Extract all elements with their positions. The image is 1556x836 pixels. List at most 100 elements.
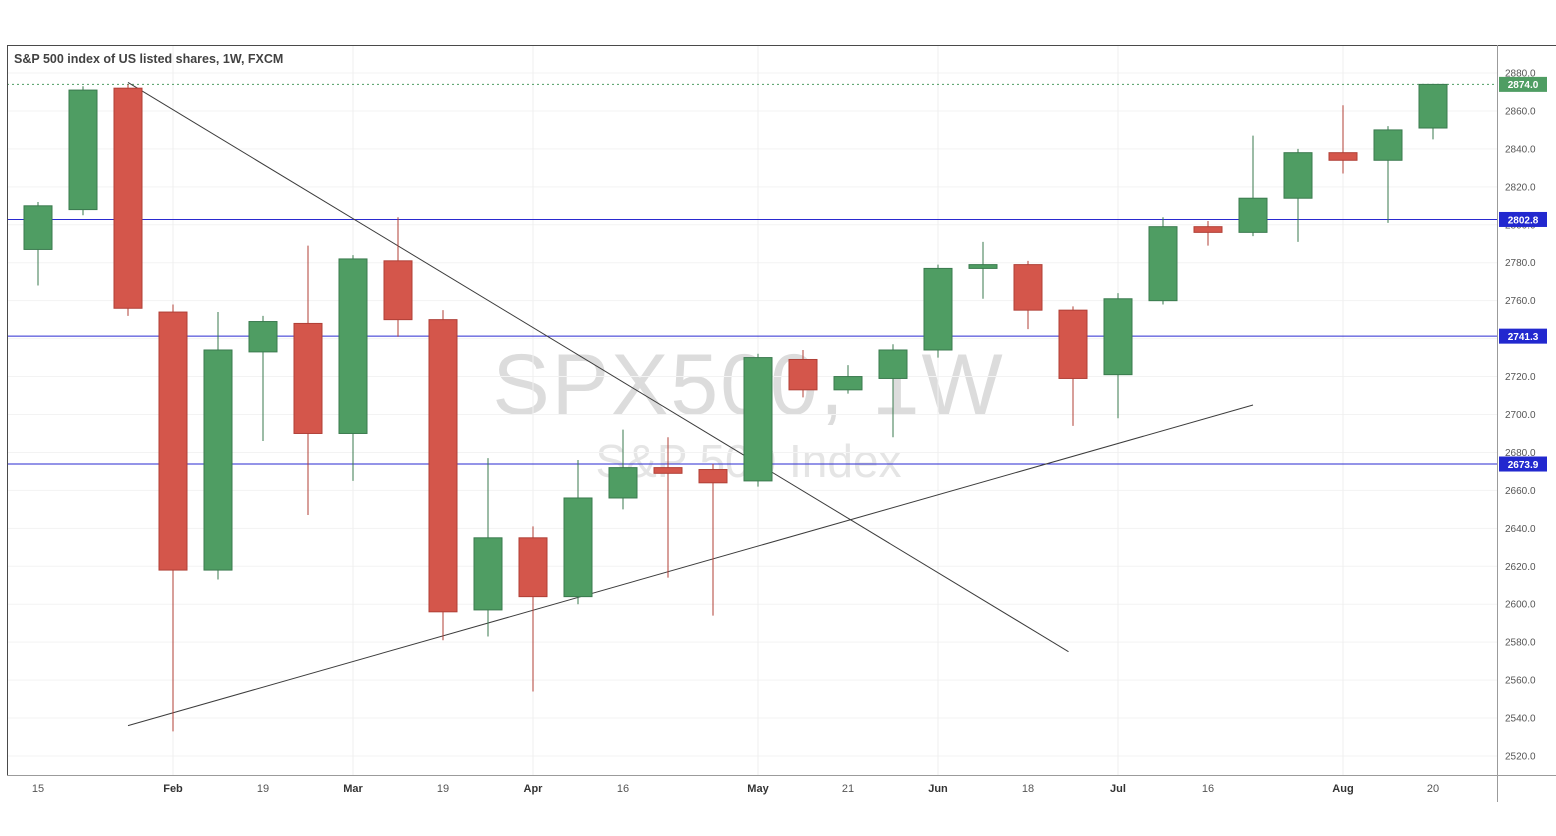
price-tick-label: 2880.0 — [1505, 69, 1536, 80]
panel-borders — [7, 45, 1556, 802]
chart-panel: SPX500, 1W S&P 500 Index 2880.0 2860.0 284… — [0, 40, 1556, 836]
candle — [878, 344, 908, 438]
time-tick-label: Jun — [928, 783, 948, 795]
candle-body — [518, 537, 548, 598]
candle — [1373, 126, 1403, 223]
price-tick-label: 2640.0 — [1505, 524, 1536, 535]
candle-body — [1328, 152, 1358, 161]
svg-text:2802.8: 2802.8 — [1508, 215, 1539, 226]
candle — [293, 245, 323, 516]
candle-body — [788, 358, 818, 391]
price-tick-label: 2620.0 — [1505, 562, 1536, 573]
candle — [1328, 105, 1358, 174]
candle — [1238, 135, 1268, 237]
candle — [473, 458, 503, 637]
price-tick-label: 2840.0 — [1505, 144, 1536, 155]
candle-body — [1283, 152, 1313, 199]
time-tick-label: 16 — [617, 783, 629, 795]
candle-body — [1193, 226, 1223, 233]
price-tick-label: 2760.0 — [1505, 296, 1536, 307]
time-tick-label: Mar — [343, 783, 363, 795]
candle-body — [608, 467, 638, 499]
candle — [338, 255, 368, 481]
candle — [518, 526, 548, 692]
candle — [1013, 260, 1043, 330]
candle-body — [1013, 264, 1043, 311]
candle — [158, 304, 188, 732]
chart-canvas[interactable]: 2880.02860.02840.02820.02800.02780.02760… — [0, 40, 1556, 836]
candle — [563, 460, 593, 605]
candle-body — [338, 258, 368, 434]
price-tick-label: 2720.0 — [1505, 372, 1536, 383]
price-tick-label: 2520.0 — [1505, 752, 1536, 763]
candle-body — [23, 205, 53, 250]
candle — [1148, 217, 1178, 305]
top-toolbar — [0, 0, 1556, 40]
candle-body — [1103, 298, 1133, 376]
candle-body — [833, 376, 863, 391]
price-tick-label: 2700.0 — [1505, 410, 1536, 421]
candle-body — [1238, 197, 1268, 233]
candle — [1283, 148, 1313, 242]
candle-body — [968, 264, 998, 269]
candle — [428, 310, 458, 641]
chart-title: S&P 500 index of US listed shares, 1W, F… — [14, 52, 284, 66]
candle — [608, 429, 638, 510]
candle — [968, 241, 998, 299]
candle-body — [653, 467, 683, 474]
price-tick-label: 2560.0 — [1505, 676, 1536, 687]
price-tick-label: 2820.0 — [1505, 182, 1536, 193]
time-tick-label: Feb — [163, 783, 183, 795]
candle-body — [878, 349, 908, 379]
candle — [1103, 293, 1133, 419]
candle — [923, 264, 953, 358]
candle-body — [428, 319, 458, 613]
time-tick-label: Jul — [1110, 783, 1126, 795]
time-tick-label: 18 — [1022, 783, 1034, 795]
level-price-badge: 2673.9 — [1499, 456, 1547, 472]
candle-body — [923, 267, 953, 351]
candle-body — [1058, 309, 1088, 379]
ascending-trendline[interactable] — [127, 404, 1254, 727]
candle — [653, 437, 683, 578]
candle-body — [698, 469, 728, 484]
svg-text:2741.3: 2741.3 — [1508, 332, 1539, 343]
price-axis[interactable]: 2880.02860.02840.02820.02800.02780.02760… — [1498, 40, 1556, 836]
candle-body — [1148, 226, 1178, 302]
candle — [1058, 306, 1088, 426]
candle-body — [473, 537, 503, 611]
candle — [68, 86, 98, 216]
candles-layer — [23, 83, 1448, 732]
time-tick-label: 19 — [437, 783, 449, 795]
svg-text:2874.0: 2874.0 — [1508, 80, 1539, 91]
candle-body — [563, 497, 593, 598]
descending-trendline[interactable] — [127, 82, 1069, 653]
candle — [1193, 220, 1223, 246]
time-tick-label: 20 — [1427, 783, 1439, 795]
time-tick-label: May — [747, 783, 769, 795]
time-axis[interactable]: 15 Feb 19 Mar 19 Apr 16 May 21 Jun 18 Jul 16 Aug 20 — [32, 783, 1439, 795]
candle-body — [158, 311, 188, 571]
price-tick-label: 2660.0 — [1505, 486, 1536, 497]
candle — [833, 365, 863, 394]
time-tick-label: 21 — [842, 783, 854, 795]
price-axis-background — [1498, 40, 1556, 836]
candle — [743, 353, 773, 487]
candle — [23, 202, 53, 286]
price-tick-label: 2580.0 — [1505, 638, 1536, 649]
time-tick-label: 16 — [1202, 783, 1214, 795]
candle-body — [203, 349, 233, 571]
candle-body — [68, 89, 98, 211]
candle-body — [1373, 129, 1403, 161]
time-tick-label: Apr — [524, 783, 544, 795]
candle — [698, 463, 728, 616]
price-tick-label: 2540.0 — [1505, 714, 1536, 725]
candle — [203, 312, 233, 580]
level-price-badge: 2741.3 — [1499, 328, 1547, 344]
candle — [113, 84, 143, 316]
time-tick-label: Aug — [1332, 783, 1353, 795]
trend-lines[interactable] — [127, 82, 1254, 727]
price-tick-label: 2680.0 — [1505, 448, 1536, 459]
candle-body — [293, 322, 323, 434]
grid-layer — [7, 45, 1497, 775]
